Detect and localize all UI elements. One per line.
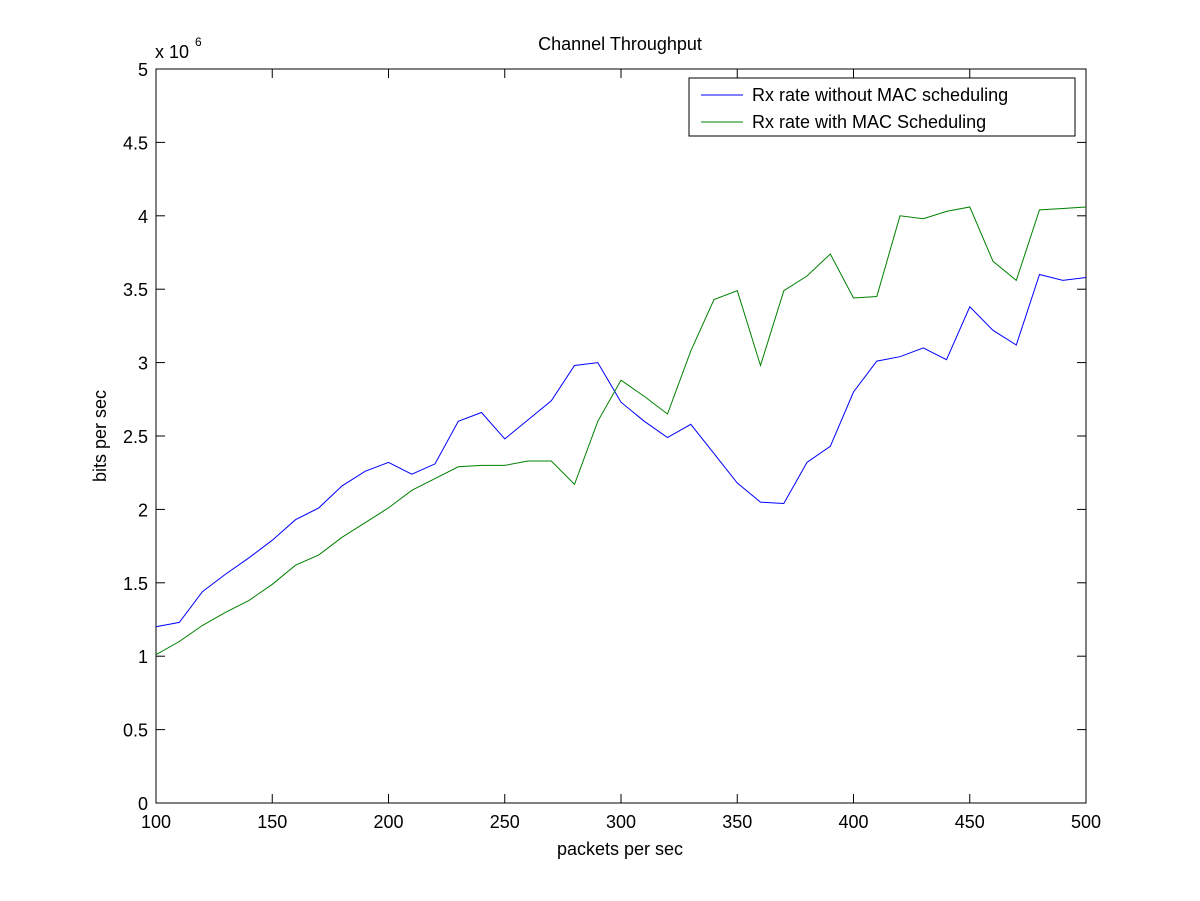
y-tick-label: 3 <box>138 354 148 374</box>
x-tick-label: 450 <box>955 812 985 832</box>
y-tick-label: 2 <box>138 500 148 520</box>
series-line-2 <box>155 206 1087 656</box>
text-layer: Channel Throughput packets per sec bits … <box>90 34 702 859</box>
y-tick-label: 1.5 <box>123 574 148 594</box>
x-axis-title: packets per sec <box>557 839 683 859</box>
series-layer <box>155 206 1087 656</box>
x-tick-label: 150 <box>257 812 287 832</box>
y-tick-label: 2.5 <box>123 427 148 447</box>
x-tick-label: 300 <box>606 812 636 832</box>
legend: Rx rate without MAC scheduling Rx rate wi… <box>688 77 1076 137</box>
y-axis-title: bits per sec <box>90 390 110 482</box>
x-tick-label: 400 <box>838 812 868 832</box>
x-tick-label: 250 <box>490 812 520 832</box>
y-tick-label: 0.5 <box>123 721 148 741</box>
x-tick-label: 100 <box>141 812 171 832</box>
legend-box <box>688 77 1076 137</box>
legend-label-2: Rx rate with MAC Scheduling <box>752 112 986 132</box>
y-axis-multiplier-exponent: 6 <box>195 35 202 49</box>
y-tick-label: 4 <box>138 207 148 227</box>
series-line-1 <box>155 273 1087 628</box>
legend-label-1: Rx rate without MAC scheduling <box>752 85 1008 105</box>
plot-frame <box>155 68 1087 804</box>
x-tick-label: 500 <box>1071 812 1101 832</box>
y-tick-label: 5 <box>138 60 148 80</box>
y-axis-multiplier-base: x 10 <box>155 42 189 62</box>
y-tick-label: 0 <box>138 794 148 814</box>
x-tick-label: 200 <box>373 812 403 832</box>
x-tick-label: 350 <box>722 812 752 832</box>
axes-layer: 100 150 200 250 300 350 400 450 500 0 0.5 1 1.5 2 2.5 3… <box>123 60 1101 832</box>
chart-title: Channel Throughput <box>538 34 702 54</box>
y-tick-label: 3.5 <box>123 280 148 300</box>
y-tick-label: 1 <box>138 647 148 667</box>
y-tick-label: 4.5 <box>123 133 148 153</box>
